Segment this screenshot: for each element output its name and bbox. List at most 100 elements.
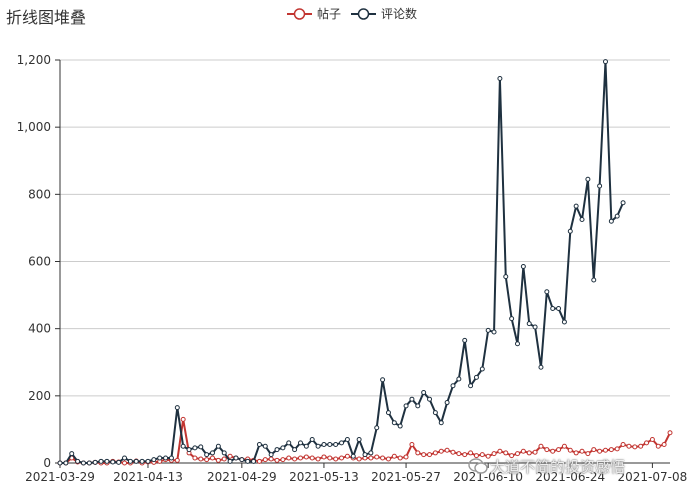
data-point[interactable] — [215, 457, 221, 463]
data-point[interactable] — [303, 443, 309, 449]
data-point[interactable] — [186, 447, 192, 453]
legend-item-comments[interactable]: 评论数 — [351, 5, 417, 22]
data-point[interactable] — [180, 443, 186, 449]
data-point[interactable] — [667, 430, 673, 436]
data-point[interactable] — [397, 423, 403, 429]
data-point[interactable] — [327, 455, 333, 461]
data-point[interactable] — [374, 454, 380, 460]
data-point[interactable] — [509, 453, 515, 459]
data-point[interactable] — [145, 458, 151, 464]
data-point[interactable] — [509, 316, 515, 322]
data-point[interactable] — [280, 457, 286, 463]
data-point[interactable] — [210, 455, 215, 461]
data-point[interactable] — [268, 456, 274, 462]
data-point[interactable] — [520, 264, 526, 270]
data-point[interactable] — [456, 376, 462, 382]
data-point[interactable] — [297, 440, 303, 446]
data-point[interactable] — [526, 450, 532, 456]
data-point[interactable] — [614, 213, 620, 219]
data-point[interactable] — [561, 443, 567, 449]
data-point[interactable] — [75, 458, 81, 464]
data-point[interactable] — [409, 442, 415, 448]
data-point[interactable] — [385, 410, 391, 416]
data-point[interactable] — [110, 459, 116, 465]
data-point[interactable] — [315, 443, 321, 449]
data-point[interactable] — [532, 449, 538, 455]
data-point[interactable] — [550, 448, 556, 454]
data-point[interactable] — [274, 457, 280, 463]
data-point[interactable] — [286, 440, 292, 446]
data-point[interactable] — [655, 443, 661, 449]
data-point[interactable] — [198, 444, 204, 450]
data-point[interactable] — [567, 228, 573, 234]
data-point[interactable] — [485, 327, 491, 333]
data-point[interactable] — [221, 456, 227, 462]
data-point[interactable] — [80, 460, 86, 466]
data-point[interactable] — [356, 436, 362, 442]
data-point[interactable] — [421, 452, 427, 458]
data-point[interactable] — [380, 377, 386, 383]
data-point[interactable] — [333, 442, 339, 448]
data-point[interactable] — [644, 440, 650, 446]
data-point[interactable] — [403, 454, 409, 460]
data-point[interactable] — [491, 329, 497, 335]
data-point[interactable] — [268, 452, 274, 458]
data-point[interactable] — [350, 453, 356, 459]
data-point[interactable] — [339, 455, 345, 461]
data-point[interactable] — [515, 341, 520, 347]
data-point[interactable] — [579, 217, 585, 223]
data-point[interactable] — [614, 446, 620, 452]
data-point[interactable] — [526, 321, 532, 327]
data-point[interactable] — [368, 450, 374, 456]
data-point[interactable] — [561, 319, 567, 325]
data-point[interactable] — [98, 458, 104, 464]
data-point[interactable] — [597, 183, 603, 189]
data-point[interactable] — [591, 447, 597, 453]
data-point[interactable] — [262, 457, 268, 463]
data-point[interactable] — [204, 452, 210, 458]
data-point[interactable] — [473, 374, 479, 380]
data-point[interactable] — [515, 451, 520, 457]
data-point[interactable] — [391, 453, 397, 459]
data-point[interactable] — [168, 455, 174, 461]
data-point[interactable] — [297, 455, 303, 461]
data-point[interactable] — [174, 405, 180, 411]
data-point[interactable] — [538, 364, 544, 370]
data-point[interactable] — [544, 289, 550, 295]
data-point[interactable] — [661, 442, 667, 448]
data-point[interactable] — [227, 458, 233, 464]
data-point[interactable] — [321, 442, 327, 448]
data-point[interactable] — [127, 458, 133, 464]
data-point[interactable] — [415, 450, 421, 456]
data-point[interactable] — [391, 420, 397, 426]
data-point[interactable] — [227, 453, 233, 459]
data-point[interactable] — [573, 203, 579, 209]
data-point[interactable] — [292, 456, 298, 462]
data-point[interactable] — [403, 403, 409, 409]
data-point[interactable] — [221, 450, 227, 456]
data-point[interactable] — [491, 451, 497, 457]
data-point[interactable] — [239, 457, 245, 463]
data-point[interactable] — [374, 425, 380, 431]
data-point[interactable] — [286, 455, 292, 461]
data-point[interactable] — [409, 396, 415, 402]
data-point[interactable] — [456, 451, 462, 457]
data-point[interactable] — [210, 450, 215, 456]
data-point[interactable] — [104, 458, 110, 464]
data-point[interactable] — [579, 448, 585, 454]
data-point[interactable] — [192, 445, 198, 451]
data-point[interactable] — [380, 455, 386, 461]
data-point[interactable] — [415, 403, 421, 409]
data-point[interactable] — [468, 383, 474, 389]
data-point[interactable] — [573, 450, 579, 456]
data-point[interactable] — [339, 440, 345, 446]
data-point[interactable] — [233, 455, 239, 461]
data-point[interactable] — [479, 366, 485, 372]
data-point[interactable] — [602, 447, 608, 453]
data-point[interactable] — [368, 455, 374, 461]
data-point[interactable] — [256, 458, 262, 464]
data-point[interactable] — [309, 436, 315, 442]
legend-item-posts[interactable]: 帖子 — [287, 5, 341, 22]
data-point[interactable] — [485, 453, 491, 459]
data-point[interactable] — [444, 400, 450, 406]
